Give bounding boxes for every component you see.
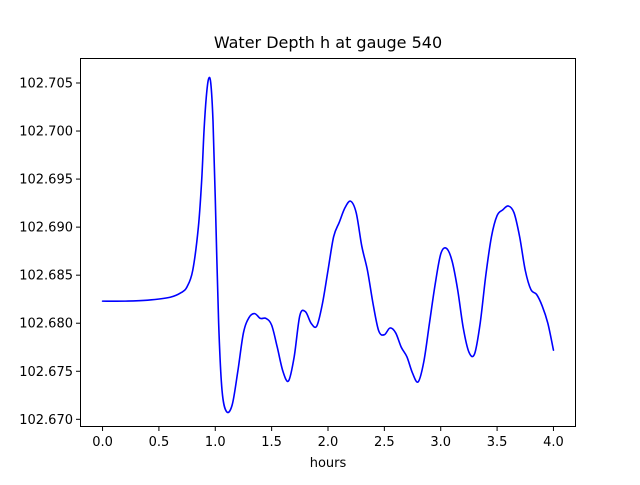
x-tick-label: 3.0 — [430, 435, 451, 450]
y-tick-label: 102.670 — [19, 413, 73, 428]
x-tick-label: 3.5 — [487, 435, 508, 450]
x-tick-label: 2.5 — [374, 435, 395, 450]
y-tick-label: 102.690 — [19, 221, 73, 236]
plot-frame — [80, 58, 576, 427]
x-tick-label: 1.5 — [261, 435, 282, 450]
plot-area — [80, 58, 576, 427]
x-tick-label: 2.0 — [318, 435, 339, 450]
x-tick-label: 1.0 — [205, 435, 226, 450]
y-tick-label: 102.680 — [19, 317, 73, 332]
y-axis-ticks: 102.670 102.675 102.680 102.685 102.690 102.6… — [19, 76, 80, 428]
y-tick-label: 102.700 — [19, 125, 73, 140]
x-tick-label: 0.0 — [92, 435, 113, 450]
x-axis-label: hours — [310, 456, 347, 471]
y-tick-label: 102.695 — [19, 173, 73, 188]
x-tick-label: 0.5 — [149, 435, 170, 450]
series-line — [101, 76, 555, 414]
x-tick-label: 4.0 — [543, 435, 564, 450]
x-axis-ticks: 0.0 0.5 1.0 1.5 2.0 2.5 3.0 3.5 4.0 — [92, 427, 564, 450]
y-tick-label: 102.685 — [19, 269, 73, 284]
y-tick-label: 102.705 — [19, 76, 73, 91]
y-tick-label: 102.675 — [19, 365, 73, 380]
chart-title: Water Depth h at gauge 540 — [214, 33, 442, 52]
